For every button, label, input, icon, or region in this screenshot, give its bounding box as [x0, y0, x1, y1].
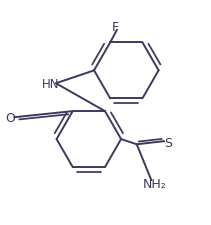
Text: HN: HN [42, 78, 59, 91]
Text: O: O [5, 111, 15, 124]
Text: S: S [164, 136, 172, 149]
Text: NH₂: NH₂ [143, 178, 166, 191]
Text: F: F [111, 21, 118, 34]
